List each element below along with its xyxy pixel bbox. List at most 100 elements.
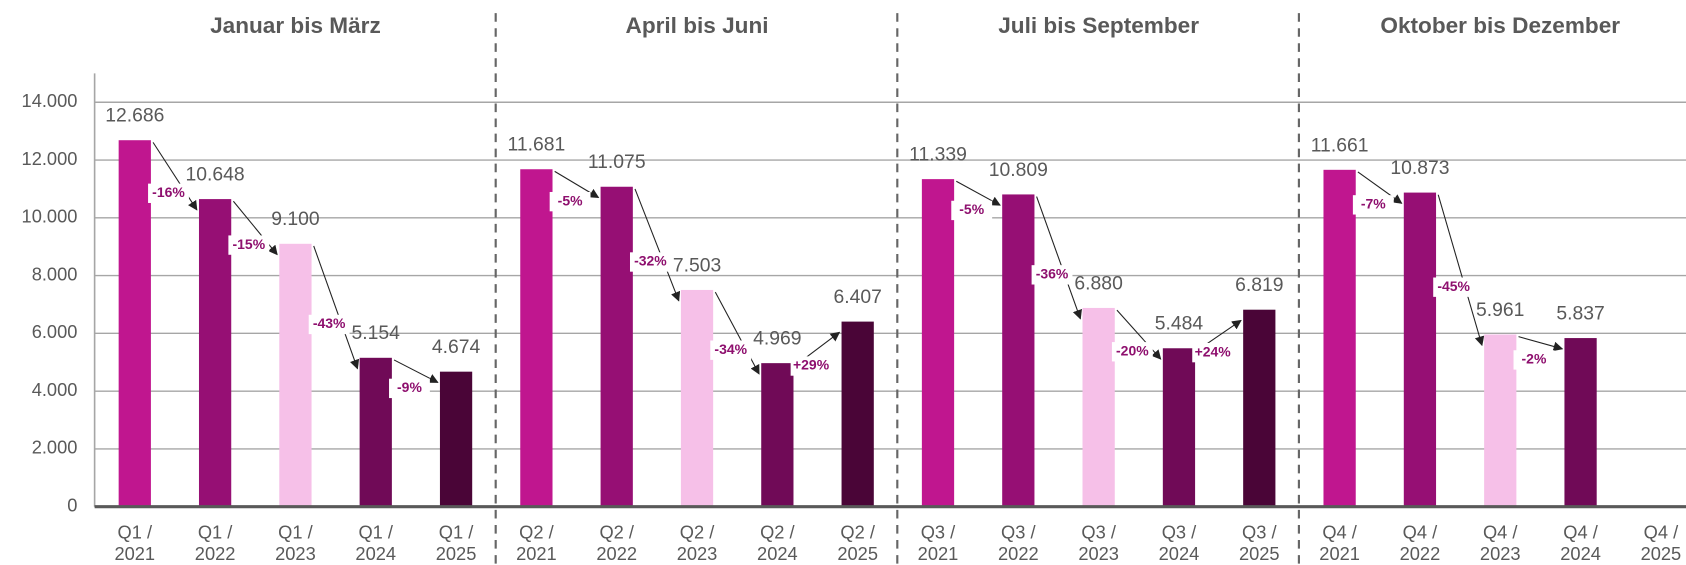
x-tick-label: Q3 / — [1162, 521, 1197, 542]
value-label: 4.674 — [432, 336, 481, 358]
x-tick-label: Q4 / — [1322, 521, 1357, 542]
annotation-bg — [1192, 342, 1234, 363]
change-label: -20% — [1116, 342, 1149, 358]
change-arrow — [714, 291, 760, 375]
x-tick-label: Q2 / — [760, 521, 795, 542]
value-label: 5.837 — [1556, 303, 1604, 325]
bar — [1484, 334, 1517, 507]
x-tick-label: Q2 / — [680, 521, 715, 542]
x-tick-label: Q4 / — [1483, 521, 1518, 542]
x-tick-label: 2021 — [918, 543, 959, 564]
x-tick-label: 2022 — [596, 543, 637, 564]
value-label: 11.681 — [508, 134, 566, 156]
value-label: 11.339 — [909, 144, 967, 166]
bar — [1323, 169, 1356, 507]
x-tick-label: 2022 — [195, 543, 236, 564]
change-label: -7% — [1361, 196, 1386, 212]
annotation-bg — [308, 314, 350, 335]
annotation-bg — [629, 252, 671, 272]
x-tick-label: Q1 / — [118, 521, 153, 542]
annotation-bg — [1111, 342, 1153, 362]
x-tick-label: Q3 / — [1001, 521, 1036, 542]
change-arrow — [1518, 336, 1564, 352]
change-label: -5% — [558, 192, 583, 208]
change-arrow — [1116, 309, 1162, 360]
x-tick-label: Q4 / — [1563, 521, 1598, 542]
change-arrow — [152, 142, 198, 211]
x-tick-label: 2021 — [1319, 543, 1360, 564]
y-tick-label: 4.000 — [32, 379, 78, 400]
bar — [118, 140, 151, 507]
x-tick-label: Q3 / — [1081, 521, 1116, 542]
change-arrow — [1036, 196, 1082, 320]
x-tick-label: Q4 / — [1644, 521, 1679, 542]
bar — [279, 243, 312, 507]
value-label: 6.819 — [1235, 274, 1283, 296]
x-tick-label: Q1 / — [358, 521, 393, 542]
x-tick-label: Q1 / — [439, 521, 474, 542]
y-tick-label: 2.000 — [32, 437, 78, 458]
value-label: 11.661 — [1311, 134, 1369, 156]
value-label: 12.686 — [105, 105, 164, 127]
y-tick-label: 12.000 — [22, 148, 78, 169]
annotation-bg — [148, 183, 189, 203]
change-arrow — [634, 188, 681, 302]
bar — [1082, 307, 1115, 507]
x-tick-label: Q2 / — [599, 521, 634, 542]
x-tick-label: 2022 — [998, 543, 1039, 564]
x-tick-label: 2023 — [275, 543, 316, 564]
bar — [439, 371, 473, 507]
value-label: 11.075 — [588, 151, 646, 173]
change-label: -9% — [397, 379, 422, 395]
value-label: 10.809 — [989, 159, 1048, 181]
x-tick-label: Q3 / — [1242, 521, 1277, 542]
change-label: -16% — [152, 184, 185, 200]
x-tick-label: 2023 — [1480, 543, 1521, 564]
x-tick-label: 2024 — [757, 543, 798, 564]
annotation-bg — [951, 200, 993, 221]
x-tick-label: 2021 — [516, 543, 557, 564]
change-label: +24% — [1195, 343, 1232, 359]
bar — [600, 186, 633, 507]
value-label: 10.873 — [1390, 157, 1449, 179]
annotation-bg — [1031, 265, 1073, 285]
change-label: -36% — [1036, 266, 1069, 282]
bar — [761, 363, 794, 507]
x-tick-label: 2025 — [837, 543, 878, 564]
change-label: +29% — [793, 357, 830, 373]
value-label: 4.969 — [753, 328, 801, 350]
value-label: 6.880 — [1074, 272, 1122, 294]
change-label: -34% — [714, 341, 747, 357]
change-arrow — [313, 245, 360, 370]
annotation-bg — [389, 378, 430, 399]
y-tick-label: 6.000 — [32, 321, 78, 342]
bar — [1243, 309, 1276, 507]
change-label: -45% — [1437, 278, 1470, 294]
x-tick-label: Q3 / — [921, 521, 956, 542]
group-title: Juli bis September — [998, 13, 1199, 38]
annotation-bg — [228, 235, 270, 255]
x-tick-label: 2021 — [114, 543, 155, 564]
value-label: 6.407 — [833, 286, 881, 308]
change-arrow — [393, 359, 439, 383]
bar — [680, 289, 714, 507]
value-label: 7.503 — [673, 254, 721, 276]
change-arrow — [554, 170, 600, 198]
y-tick-label: 10.000 — [22, 206, 78, 227]
x-tick-label: Q4 / — [1403, 521, 1438, 542]
annotation-bg — [1352, 195, 1394, 215]
bar — [921, 179, 955, 507]
value-label: 10.648 — [186, 164, 245, 186]
bar — [520, 169, 553, 507]
x-tick-label: 2025 — [436, 543, 477, 564]
bar — [1564, 338, 1597, 507]
annotation-bg — [1433, 277, 1475, 297]
annotation-bg — [1513, 350, 1555, 370]
y-tick-label: 14.000 — [22, 90, 78, 111]
change-label: -2% — [1522, 351, 1547, 367]
bar — [841, 321, 874, 507]
bar — [359, 357, 392, 507]
x-tick-label: 2024 — [355, 543, 396, 564]
group-title: Oktober bis Dezember — [1380, 13, 1620, 38]
